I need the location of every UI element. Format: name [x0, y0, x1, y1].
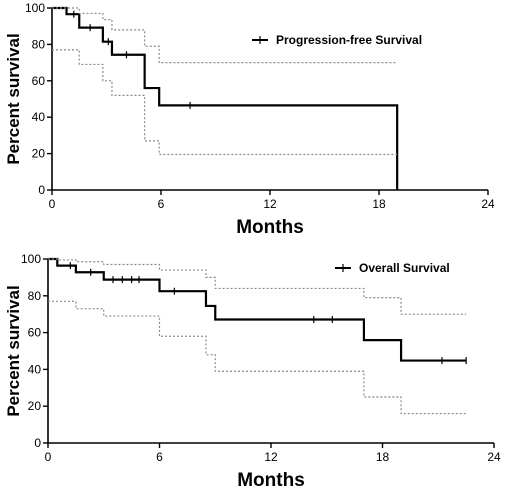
- upper-ci-curve: [48, 258, 467, 315]
- y-tick-label: 0: [38, 183, 45, 197]
- y-tick-label: 100: [21, 252, 41, 266]
- legend-label: Overall Survival: [359, 261, 450, 275]
- legend: Overall Survival: [335, 261, 450, 275]
- chart-panel-2: 0 6 12 18 24 0 20 40 60 80 100 Months Percent surviv…: [4, 252, 501, 489]
- survival-curve: [48, 257, 467, 362]
- x-tick-label: 6: [156, 450, 163, 464]
- x-tick-label: 0: [49, 197, 56, 211]
- x-tick-label: 24: [481, 197, 495, 211]
- y-tick-label: 20: [28, 399, 42, 413]
- y-tick-label: 60: [32, 74, 46, 88]
- x-tick-label: 12: [263, 197, 277, 211]
- y-axis-label: Percent survival: [4, 33, 23, 164]
- x-tick-label: 18: [376, 450, 390, 464]
- y-tick-label: 40: [28, 362, 42, 376]
- x-axis-label: Months: [236, 217, 304, 238]
- y-tick-label: 0: [34, 436, 41, 450]
- y-tick-label: 80: [32, 37, 46, 51]
- legend-label: Progression-free Survival: [276, 33, 422, 47]
- lower-ci-curve: [48, 300, 467, 415]
- x-axis-label: Months: [237, 470, 305, 489]
- y-tick-label: 20: [32, 147, 46, 161]
- y-tick-label: 100: [25, 1, 45, 15]
- y-axis-label: Percent survival: [4, 285, 23, 416]
- legend: Progression-free Survival: [252, 33, 422, 47]
- x-tick-label: 18: [372, 197, 386, 211]
- x-tick-label: 6: [158, 197, 165, 211]
- y-tick-label: 40: [32, 110, 46, 124]
- x-tick-label: 12: [264, 450, 278, 464]
- lower-ci-curve: [52, 49, 398, 156]
- x-tick-label: 24: [487, 450, 501, 464]
- y-tick-label: 80: [28, 289, 42, 303]
- upper-ci-curve: [52, 7, 398, 64]
- y-tick-label: 60: [28, 326, 42, 340]
- chart-panel-1: 0 6 12 18 24 0 20 40 60 80 100 Months Percent surviv…: [4, 1, 495, 238]
- survival-curve: [52, 6, 399, 190]
- x-tick-label: 0: [45, 450, 52, 464]
